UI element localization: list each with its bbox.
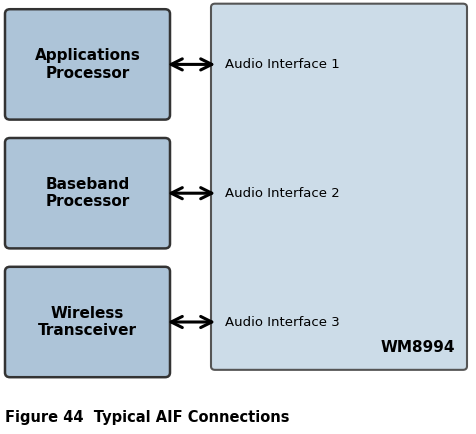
Text: Baseband
Processor: Baseband Processor: [45, 177, 129, 209]
Text: Audio Interface 1: Audio Interface 1: [225, 58, 339, 71]
Text: Audio Interface 2: Audio Interface 2: [225, 187, 339, 200]
FancyBboxPatch shape: [5, 9, 169, 120]
Text: WM8994: WM8994: [380, 340, 454, 355]
Text: Wireless
Transceiver: Wireless Transceiver: [38, 306, 137, 338]
FancyBboxPatch shape: [5, 267, 169, 377]
Text: Audio Interface 3: Audio Interface 3: [225, 316, 339, 329]
Text: Applications
Processor: Applications Processor: [34, 48, 140, 81]
FancyBboxPatch shape: [210, 3, 466, 370]
FancyBboxPatch shape: [5, 138, 169, 248]
Text: Figure 44  Typical AIF Connections: Figure 44 Typical AIF Connections: [5, 410, 288, 425]
